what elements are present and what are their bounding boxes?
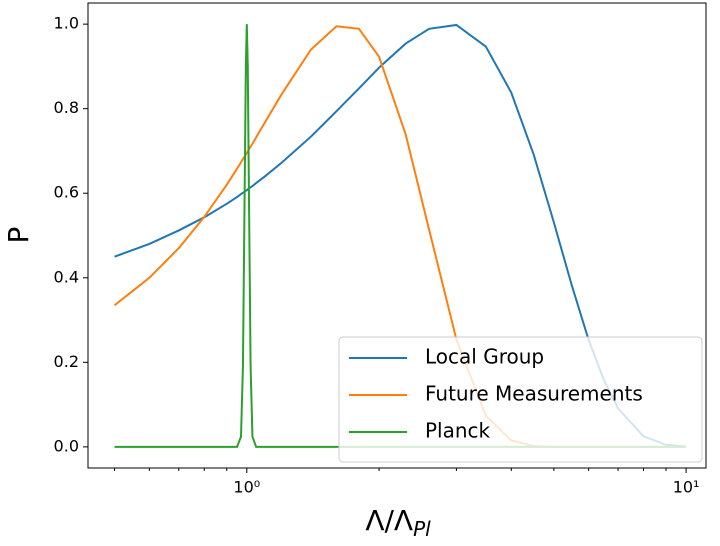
x-axis-label-subscript: Pl	[413, 517, 431, 541]
y-tick-label: 0.8	[54, 98, 79, 117]
data-line	[114, 23, 687, 448]
y-tick-label: 1.0	[54, 14, 79, 33]
legend: Local Group Future Measurements Planck	[338, 336, 703, 463]
legend-label: Local Group	[425, 345, 544, 369]
x-tick-label: 10⁰	[233, 478, 260, 497]
x-axis-label-main: Λ/Λ	[365, 504, 413, 537]
legend-label: Planck	[425, 419, 491, 443]
legend-box	[338, 336, 703, 463]
y-tick-label: 0.0	[54, 436, 79, 455]
y-axis-label: P	[2, 227, 35, 244]
x-axis-label: Λ/ΛPl	[365, 504, 431, 541]
y-tick-label: 0.6	[54, 183, 79, 202]
plot-frame	[87, 2, 707, 469]
x-tick-label: 10¹	[673, 478, 700, 497]
y-tick-label: 0.4	[54, 267, 79, 286]
y-tick-label: 0.2	[54, 352, 79, 371]
legend-label: Future Measurements	[425, 382, 643, 406]
